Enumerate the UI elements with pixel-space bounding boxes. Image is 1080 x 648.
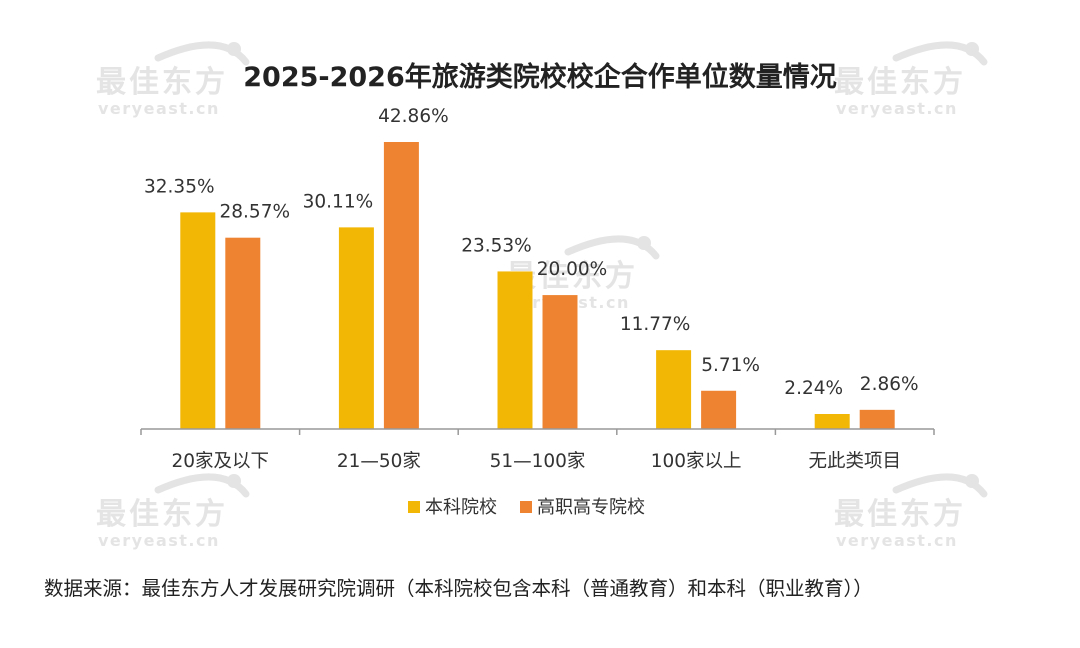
category-label: 21—50家 [337, 451, 421, 472]
bar-undergrad [180, 212, 216, 429]
svg-text:最佳东方: 最佳东方 [834, 65, 966, 100]
value-label: 30.11% [303, 191, 374, 212]
value-label: 28.57% [220, 202, 291, 223]
svg-text:最佳东方: 最佳东方 [96, 497, 228, 532]
legend-label: 本科院校 [425, 497, 497, 518]
category-labels-layer: 20家及以下 21—50家 51—100家 100家以上 无此类项目 [172, 451, 901, 472]
svg-text:最佳东方: 最佳东方 [834, 497, 966, 532]
bar-undergrad [338, 227, 374, 429]
bar-vocational [859, 409, 895, 429]
value-label: 32.35% [144, 176, 215, 197]
legend-label: 高职高专院校 [537, 497, 645, 518]
bars-layer [180, 142, 895, 429]
bar-undergrad [497, 271, 533, 429]
source-note: 数据来源：最佳东方人才发展研究院调研（本科院校包含本科（普通教育）和本科（职业教… [44, 577, 873, 600]
category-label: 100家以上 [651, 451, 742, 472]
svg-text:最佳东方: 最佳东方 [96, 65, 228, 100]
legend-swatch [408, 501, 420, 513]
x-axis-ticks [140, 429, 935, 435]
bar-undergrad [656, 350, 692, 429]
category-label: 51—100家 [490, 451, 586, 472]
bar-vocational [701, 390, 737, 429]
svg-text:veryeast.cn: veryeast.cn [98, 531, 220, 550]
value-label: 5.71% [701, 355, 760, 376]
watermark-layer: 最佳东方veryeast.cn最佳东方veryeast.cn最佳东方veryea… [96, 41, 988, 550]
category-label: 20家及以下 [172, 451, 270, 472]
bar-undergrad [814, 414, 850, 429]
value-label: 20.00% [537, 259, 608, 280]
value-label: 2.24% [784, 378, 843, 399]
chart-title: 2025-2026年旅游类院校校企合作单位数量情况 [243, 61, 837, 93]
value-labels-layer: 32.35%28.57% 30.11% 42.86% 23.53%20.00% 11.7… [144, 106, 919, 399]
legend: 本科院校 高职高专院校 [408, 497, 645, 518]
svg-text:veryeast.cn: veryeast.cn [98, 99, 220, 118]
svg-text:veryeast.cn: veryeast.cn [836, 531, 958, 550]
value-label: 23.53% [461, 235, 532, 256]
bar-vocational [383, 142, 419, 429]
category-label: 无此类项目 [808, 451, 901, 472]
value-label: 2.86% [860, 374, 919, 395]
value-label: 42.86% [378, 106, 449, 127]
legend-swatch [520, 501, 532, 513]
bar-vocational [542, 295, 578, 429]
value-label: 11.77% [620, 314, 691, 335]
svg-text:veryeast.cn: veryeast.cn [836, 99, 958, 118]
bar-vocational [225, 237, 261, 429]
